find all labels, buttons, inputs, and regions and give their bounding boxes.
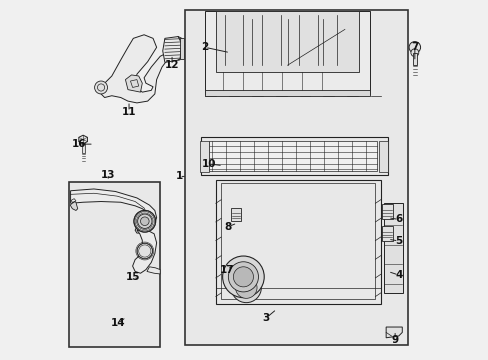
Bar [215,180,380,304]
Circle shape [233,267,253,287]
Text: 14: 14 [111,319,125,328]
Bar [201,137,387,175]
Polygon shape [99,35,167,103]
Text: 1: 1 [175,171,183,181]
Circle shape [408,41,420,53]
Polygon shape [204,12,369,94]
Circle shape [94,81,107,94]
Circle shape [410,49,418,57]
Bar [199,141,208,172]
Bar [231,208,240,221]
Text: 8: 8 [224,222,231,231]
Circle shape [137,243,152,259]
Bar [185,10,407,345]
Bar [180,38,183,59]
Text: 2: 2 [201,42,208,52]
Circle shape [235,277,257,298]
Polygon shape [79,135,87,144]
Circle shape [231,273,261,303]
Bar [81,143,84,153]
Text: 9: 9 [391,334,398,345]
Polygon shape [386,327,402,338]
Polygon shape [147,267,160,274]
Text: 15: 15 [126,272,140,282]
Circle shape [134,211,155,232]
Bar [204,90,369,96]
Circle shape [222,256,264,298]
Text: 12: 12 [164,60,179,70]
Text: 3: 3 [262,313,269,323]
Polygon shape [215,12,359,72]
Bar [221,183,375,299]
Polygon shape [163,37,182,62]
Text: 7: 7 [410,42,418,52]
Polygon shape [125,75,142,92]
Bar [381,226,392,241]
Bar [383,203,403,293]
Text: 5: 5 [394,236,402,246]
Text: 10: 10 [201,159,215,169]
Bar [69,182,160,347]
Text: 4: 4 [394,270,402,280]
Text: 6: 6 [394,215,402,224]
Bar [381,204,392,220]
Bar [208,140,376,171]
Polygon shape [70,189,156,233]
Circle shape [137,214,152,228]
Circle shape [228,262,258,292]
Text: 11: 11 [122,107,136,117]
Bar [378,141,387,172]
Polygon shape [132,229,156,273]
Text: 16: 16 [71,139,86,149]
Circle shape [140,217,149,226]
Text: 17: 17 [220,265,234,275]
Bar [412,53,416,65]
Polygon shape [70,202,78,211]
Text: 13: 13 [101,170,115,180]
